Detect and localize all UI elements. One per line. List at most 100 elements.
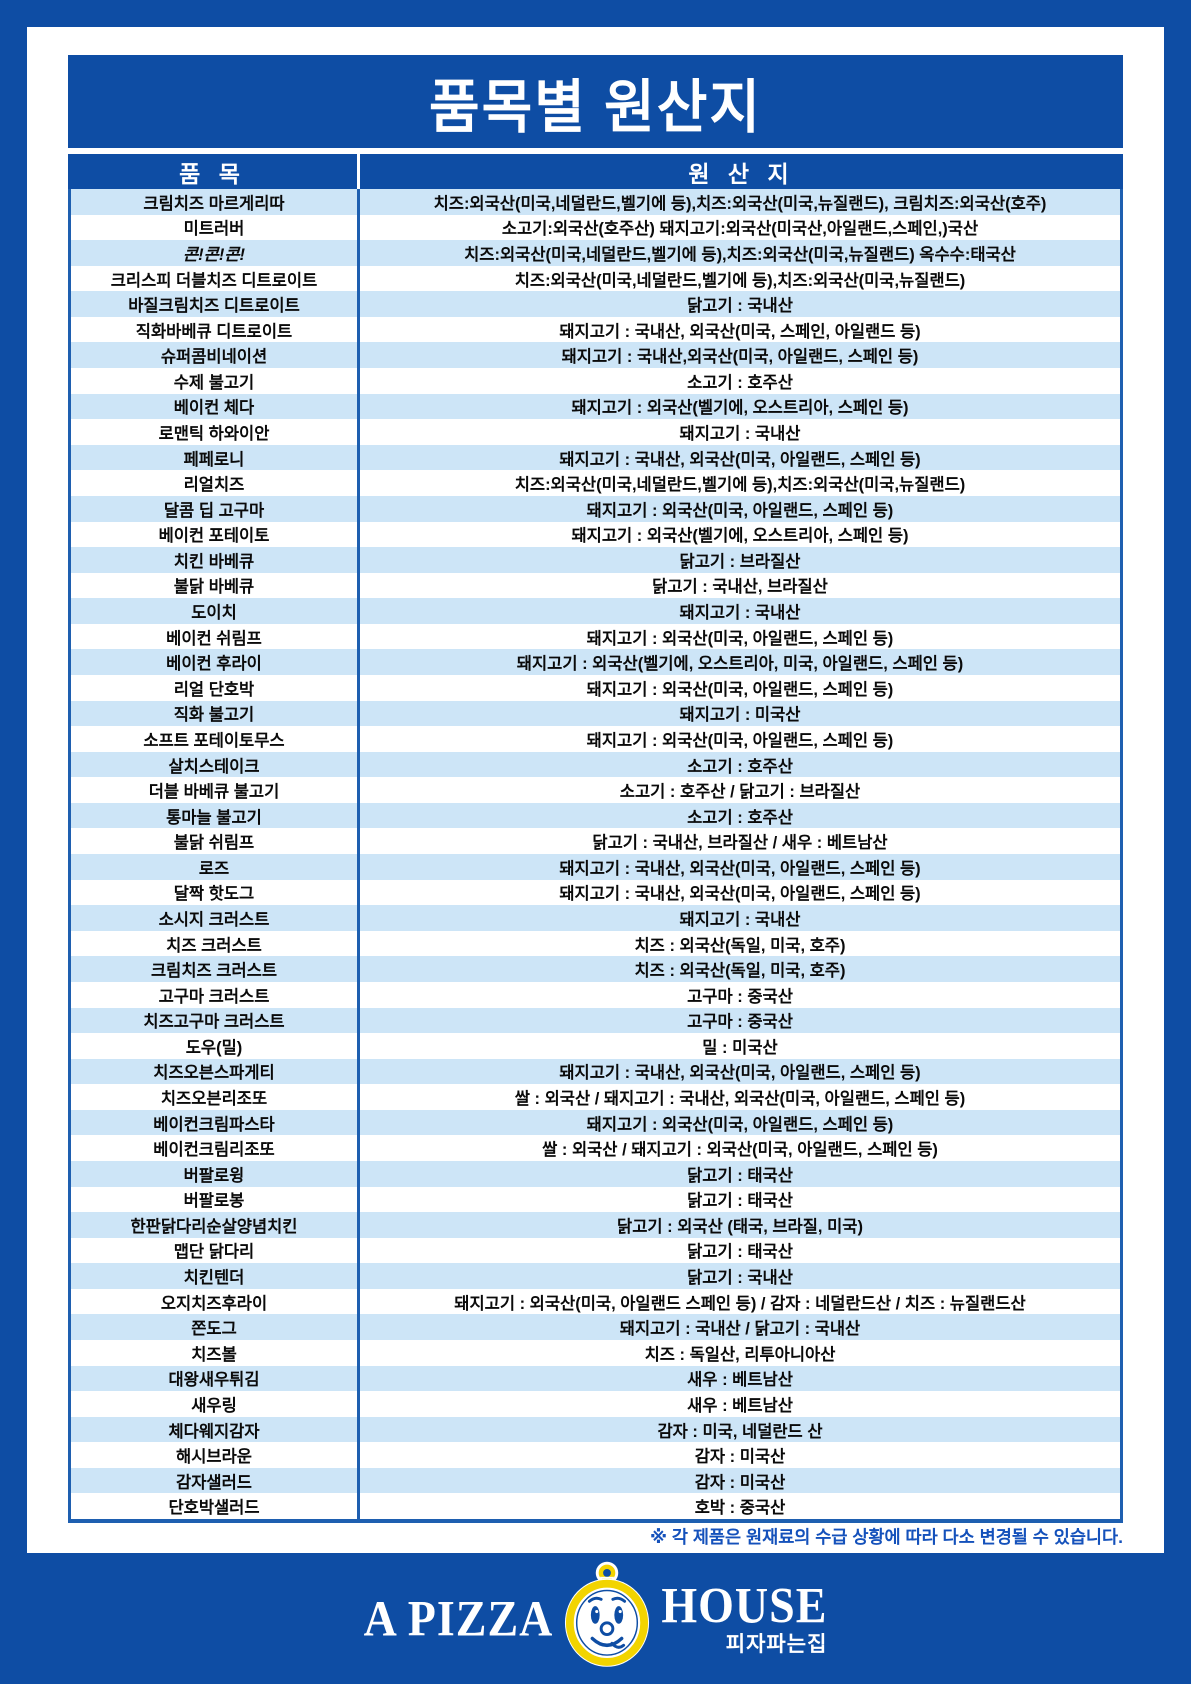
table-row: 치즈고구마 크러스트 고구마 : 중국산 [71, 1007, 1120, 1034]
item-cell: 치즈고구마 크러스트 [71, 1007, 360, 1034]
logo-right-block: HOUSE 피자파는집 [661, 1576, 828, 1658]
origin-cell: 치즈:외국산(미국,네덜란드,벨기에 등),치즈:외국산(미국,뉴질랜드) [514, 271, 966, 290]
origin-cell: 소고기:외국산(호주산) 돼지고기:외국산(미국산,아일랜드,스페인,)국산 [501, 220, 979, 239]
footnote: ※ 각 제품은 원재료의 수급 상황에 따라 다소 변경될 수 있습니다. [650, 1527, 1123, 1547]
table-row: 해시브라운 감자 : 미국산 [71, 1442, 1120, 1468]
origin-cell: 닭고기 : 국내산, 브라질산 / 새우 : 베트남산 [592, 834, 888, 853]
table-row: 치즈볼 치즈 : 독일산, 리투아니아산 [71, 1340, 1120, 1366]
table-row: 수제 불고기 소고기 : 호주산 [71, 368, 1120, 394]
table-row: 미트러버 소고기:외국산(호주산) 돼지고기:외국산(미국산,아일랜드,스페인,)… [71, 214, 1120, 241]
table-header-row: 품 목 원 산 지 [68, 154, 1123, 189]
origin-cell: 닭고기 : 국내산 [687, 1269, 793, 1288]
origin-cell: 감자 : 미국산 [694, 1448, 786, 1467]
origin-cell: 돼지고기 : 외국산(미국, 아일랜드, 스페인 등) [586, 629, 894, 648]
item-cell: 바질크림치즈 디트로이트 [71, 291, 360, 317]
item-cell: 맵단 닭다리 [71, 1237, 360, 1264]
table-row: 더블 바베큐 불고기 소고기 : 호주산 / 닭고기 : 브라질산 [71, 777, 1120, 803]
table-row: 대왕새우튀김 새우 : 베트남산 [71, 1365, 1120, 1392]
origin-cell: 소고기 : 호주산 [687, 808, 793, 827]
item-cell: 치킨 바베큐 [71, 547, 360, 573]
item-cell: 직화바베큐 디트로이트 [71, 316, 360, 343]
origin-cell: 치즈:외국산(미국,네덜란드,벨기에 등),치즈:외국산(미국,뉴질랜드) 옥수… [464, 245, 1016, 264]
origin-cell: 돼지고기 : 외국산(미국, 아일랜드, 스페인 등) [586, 501, 894, 520]
item-cell: 베이컨 체다 [71, 393, 360, 420]
origin-cell: 치즈 : 독일산, 리투아니아산 [644, 1345, 836, 1364]
item-cell: 크리스피 더블치즈 디트로이트 [71, 265, 360, 292]
table-row: 치킨 바베큐 닭고기 : 브라질산 [71, 547, 1120, 573]
origin-cell: 고구마 : 중국산 [687, 987, 793, 1006]
table-row: 도우(밀) 밀 : 미국산 [71, 1033, 1120, 1059]
item-cell: 치즈볼 [71, 1340, 360, 1366]
item-cell: 베이컨 후라이 [71, 649, 360, 675]
origin-cell: 소고기 : 호주산 [687, 757, 793, 776]
item-cell: 소시지 크러스트 [71, 905, 360, 931]
table-row: 고구마 크러스트 고구마 : 중국산 [71, 981, 1120, 1008]
item-cell: 감자샐러드 [71, 1467, 360, 1494]
origin-cell: 돼지고기 : 국내산, 외국산(미국, 스페인, 아일랜드 등) [559, 322, 921, 341]
item-cell: 오지치즈후라이 [71, 1288, 360, 1315]
item-cell: 소프트 포테이토무스 [71, 726, 360, 752]
item-cell: 불닭 쉬림프 [71, 828, 360, 855]
origin-table: 품목별 원산지 품 목 원 산 지 크림치즈 마르게리따 치즈:외국산(미국,네덜… [68, 55, 1123, 1524]
origin-cell: 돼지고기 : 국내산, 외국산(미국, 아일랜드, 스페인 등) [559, 1064, 921, 1083]
banner-divider [68, 148, 1123, 154]
origin-cell: 닭고기 : 국내산, 브라질산 [652, 578, 828, 597]
item-cell: 살치스테이크 [71, 751, 360, 778]
table-row: 치킨텐더 닭고기 : 국내산 [71, 1263, 1120, 1289]
item-cell: 리얼치즈 [71, 470, 360, 496]
origin-cell: 고구마 : 중국산 [687, 1013, 793, 1032]
origin-cell: 닭고기 : 태국산 [687, 1166, 793, 1185]
table-row: 베이컨 체다 돼지고기 : 외국산(벨기에, 오스트리아, 스페인 등) [71, 393, 1120, 420]
origin-cell: 돼지고기 : 미국산 [679, 706, 801, 725]
table-row: 버팔로봉 닭고기 : 태국산 [71, 1186, 1120, 1213]
table-row: 체다웨지감자 감자 : 미국, 네덜란드 산 [71, 1416, 1120, 1443]
origin-cell: 돼지고기 : 외국산(미국, 아일랜드 스페인 등) / 감자 : 네덜란드산 … [454, 1294, 1026, 1313]
item-cell: 도우(밀) [71, 1033, 360, 1059]
item-cell: 로즈 [71, 854, 360, 880]
logo-text-a-pizza: A PIZZA [363, 1589, 554, 1647]
item-cell: 달콤 딥 고구마 [71, 495, 360, 522]
item-cell: 로맨틱 하와이안 [71, 419, 360, 445]
origin-cell: 닭고기 : 태국산 [687, 1192, 793, 1211]
item-cell: 크림치즈 크러스트 [71, 956, 360, 982]
table-row: 슈퍼콤비네이션 돼지고기 : 국내산,외국산(미국, 아일랜드, 스페인 등) [71, 342, 1120, 369]
item-cell: 한판닭다리순살양념치킨 [71, 1212, 360, 1238]
column-header-origin: 원 산 지 [688, 160, 795, 187]
origin-cell: 돼지고기 : 국내산 [679, 604, 801, 623]
origin-cell: 닭고기 : 외국산 (태국, 브라질, 미국) [617, 1217, 863, 1236]
table-row: 로맨틱 하와이안 돼지고기 : 국내산 [71, 419, 1120, 445]
origin-cell: 돼지고기 : 외국산(미국, 아일랜드, 스페인 등) [586, 680, 894, 699]
item-cell: 베이컨크림파스타 [71, 1109, 360, 1136]
item-cell: 콘!콘!콘! [71, 240, 360, 266]
table-row: 크리스피 더블치즈 디트로이트 치즈:외국산(미국,네덜란드,벨기에 등),치즈:… [71, 265, 1120, 292]
table-row: 달짝 핫도그 돼지고기 : 국내산, 외국산(미국, 아일랜드, 스페인 등) [71, 879, 1120, 906]
table-row: 크림치즈 마르게리따 치즈:외국산(미국,네덜란드,벨기에 등),치즈:외국산(미… [71, 189, 1120, 215]
origin-cell: 쌀 : 외국산 / 돼지고기 : 국내산, 외국산(미국, 아일랜드, 스페인 … [514, 1090, 966, 1109]
table-row: 통마늘 불고기 소고기 : 호주산 [71, 802, 1120, 829]
table-row: 소프트 포테이토무스 돼지고기 : 외국산(미국, 아일랜드, 스페인 등) [71, 726, 1120, 752]
origin-cell: 치즈:외국산(미국,네덜란드,벨기에 등),치즈:외국산(미국,뉴질랜드), 크… [433, 194, 1047, 213]
brand-logo: A PIZZA HOUSE 피자파는집 [0, 1561, 1191, 1673]
origin-cell: 돼지고기 : 국내산 / 닭고기 : 국내산 [619, 1320, 861, 1339]
logo-text-house: HOUSE [661, 1576, 828, 1634]
item-cell: 베이컨크림리조또 [71, 1135, 360, 1161]
table-row: 리얼 단호박 돼지고기 : 외국산(미국, 아일랜드, 스페인 등) [71, 674, 1120, 701]
item-cell: 불닭 바베큐 [71, 572, 360, 599]
table-row: 치즈 크러스트 치즈 : 외국산(독일, 미국, 호주) [71, 930, 1120, 957]
table-row: 치즈오븐리조또 쌀 : 외국산 / 돼지고기 : 국내산, 외국산(미국, 아일랜… [71, 1084, 1120, 1110]
item-cell: 치킨텐더 [71, 1263, 360, 1289]
table-row: 직화 불고기 돼지고기 : 미국산 [71, 700, 1120, 727]
title-banner: 품목별 원산지 [68, 55, 1123, 148]
item-cell: 단호박샐러드 [71, 1493, 360, 1520]
table-row: 베이컨 포테이토 돼지고기 : 외국산(벨기에, 오스트리아, 스페인 등) [71, 521, 1120, 548]
origin-cell: 돼지고기 : 국내산, 외국산(미국, 아일랜드, 스페인 등) [559, 450, 921, 469]
origin-cell: 돼지고기 : 외국산(미국, 아일랜드, 스페인 등) [586, 1115, 894, 1134]
origin-cell: 소고기 : 호주산 [687, 373, 793, 392]
item-cell: 해시브라운 [71, 1442, 360, 1468]
logo-subtitle: 피자파는집 [725, 1632, 828, 1656]
item-cell: 고구마 크러스트 [71, 981, 360, 1008]
origin-cell: 돼지고기 : 국내산, 외국산(미국, 아일랜드, 스페인 등) [559, 885, 921, 904]
origin-cell: 닭고기 : 브라질산 [679, 552, 801, 571]
column-header-item: 품 목 [68, 154, 360, 189]
table-row: 페페로니 돼지고기 : 국내산, 외국산(미국, 아일랜드, 스페인 등) [71, 444, 1120, 471]
